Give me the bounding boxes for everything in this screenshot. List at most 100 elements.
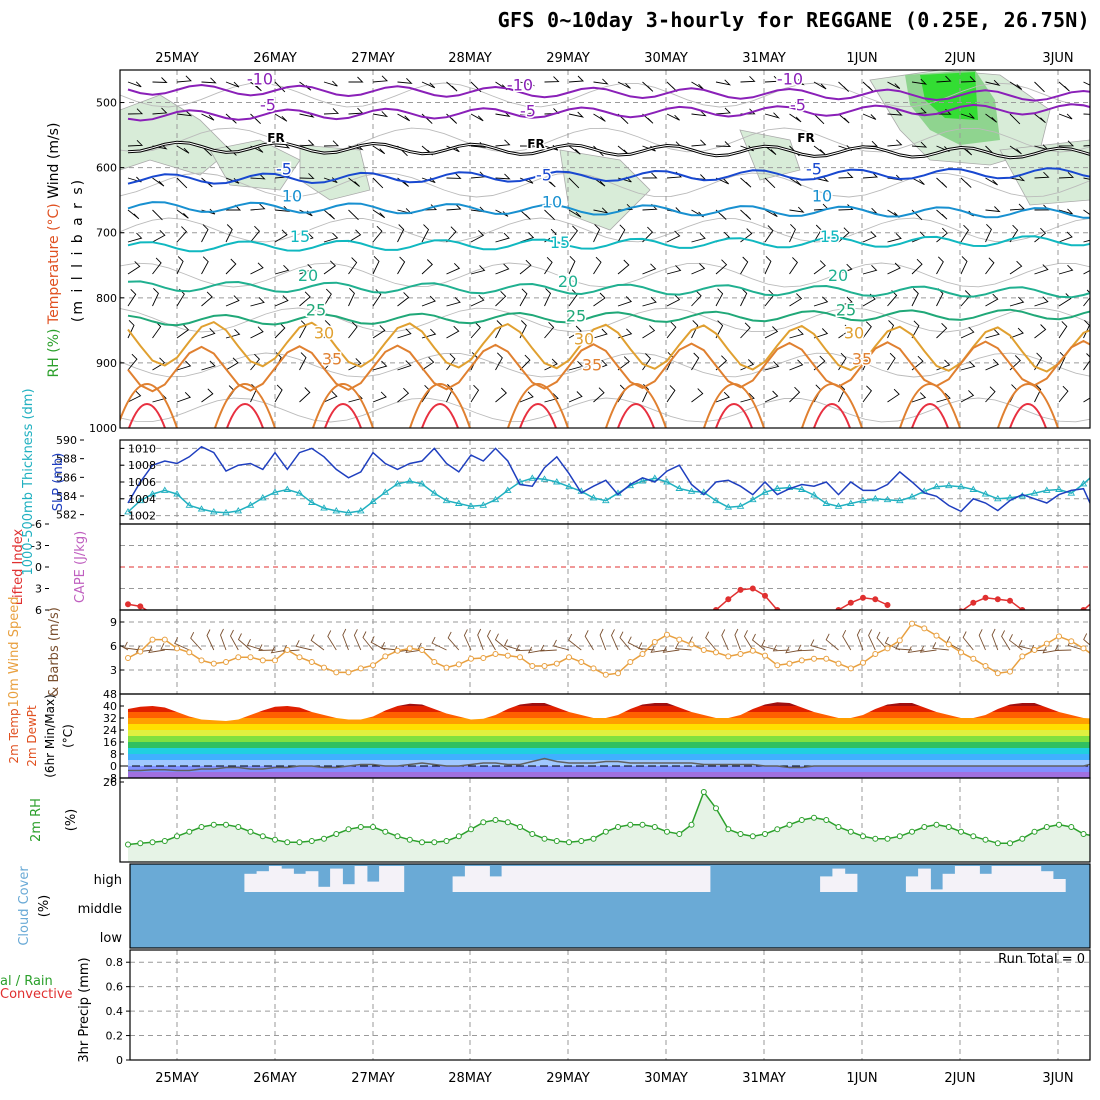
cloud-high-cell <box>464 866 478 892</box>
wind-barb <box>372 75 389 83</box>
isotherm-1 <box>127 83 1090 102</box>
rh2m-line-point <box>210 821 217 828</box>
cloud-high-cell <box>379 866 392 892</box>
wind10m-tick-label: 6 <box>110 640 117 653</box>
wind-barb <box>960 177 972 188</box>
wind10m-barb <box>160 642 178 651</box>
rh2m-line-point <box>541 835 548 842</box>
isotherm-4 <box>127 167 1090 185</box>
rh2m-line-point <box>443 838 450 844</box>
thickness-line-point <box>663 478 671 485</box>
thickness-line-point <box>467 502 475 509</box>
rh2m-line-point <box>578 838 585 844</box>
wind-barb <box>323 260 336 275</box>
wind-barb <box>495 139 511 147</box>
rh2m-line-point <box>357 824 364 830</box>
lifted-index-line <box>127 587 1090 610</box>
wind10m-barb <box>174 637 190 651</box>
wind-barb <box>152 107 168 115</box>
pressure-tick-label: 600 <box>96 162 117 175</box>
cloud-high-cell <box>1028 866 1042 892</box>
wind10m-line-point <box>1068 638 1075 645</box>
x-tick-label-bottom: 28MAY <box>448 1071 492 1086</box>
wind-barb <box>274 295 289 307</box>
pressure-tick-label: 800 <box>96 292 117 305</box>
wind-barb <box>691 263 706 275</box>
wind-barb <box>789 386 801 403</box>
cloud-high-cell <box>330 868 343 892</box>
rh2m-line-point <box>700 789 707 795</box>
isotherm-label: 25 <box>306 301 326 320</box>
wind-barb <box>568 111 585 118</box>
rh2m-line-point <box>186 828 193 835</box>
wind10m-line-point <box>125 655 131 661</box>
wind-barb <box>127 390 142 403</box>
wind-barb <box>397 360 412 371</box>
precip-tick-label: 0.4 <box>106 1005 124 1018</box>
thickness-line-point <box>602 496 610 504</box>
cloud-high-cell <box>967 866 980 892</box>
thickness-line-point <box>406 477 414 484</box>
precip-ylabel-1: Convective <box>0 987 73 1002</box>
wind-barb <box>666 385 676 403</box>
wind-barb <box>887 320 895 339</box>
wind-barb <box>225 224 233 243</box>
temp-band <box>128 766 1090 772</box>
wind10m-line-point <box>137 648 144 655</box>
wind-barb <box>764 361 780 371</box>
wind-barb <box>176 209 189 219</box>
wind10m-barb <box>884 636 900 651</box>
cloud-tick-label: middle <box>78 902 122 917</box>
x-tick-label-bottom: 2JUN <box>944 1071 975 1086</box>
rh2m-tick-label: 26 <box>103 776 117 789</box>
isotherm-label: 25 <box>836 301 856 320</box>
thickness-line-point <box>638 477 647 484</box>
rh2m-line-point <box>664 828 670 835</box>
rh2m-line-point <box>529 831 536 837</box>
thickness-line-point <box>222 508 230 516</box>
thickness-line-point <box>969 485 978 492</box>
isotherm-5 <box>127 201 1090 219</box>
wind10m-line-point <box>419 647 425 653</box>
thickness-line-point <box>344 508 353 516</box>
wind-barb <box>1058 171 1075 179</box>
isotherm-surface-hot <box>519 403 557 428</box>
wind-barb <box>544 321 555 339</box>
wind-barb <box>715 107 732 115</box>
thickness-line-point <box>589 494 598 501</box>
wind10m-line-point <box>235 654 242 661</box>
thickness-line-point <box>234 507 243 514</box>
wind-barb <box>372 111 389 118</box>
wind10m-barb <box>370 636 386 651</box>
wind10m-line-point <box>308 659 315 665</box>
wind-barb <box>593 78 609 85</box>
wind10m-line-point <box>590 665 597 672</box>
wind-barb <box>813 296 829 307</box>
wind-barb <box>985 293 999 307</box>
thickness-line-point <box>1055 485 1063 492</box>
wind-barb <box>960 224 970 243</box>
thickness-line-point <box>883 495 892 503</box>
wind-barb <box>250 203 266 211</box>
precip-tick-label: 0.8 <box>106 956 124 969</box>
thickness-line-point <box>810 491 818 498</box>
rh2m-plot <box>125 778 1090 862</box>
wind10m-barb <box>705 631 717 651</box>
isotherm-surface <box>899 383 961 428</box>
temp-band <box>128 724 1090 730</box>
x-tick-label-top: 25MAY <box>155 51 199 66</box>
thickness-line-point <box>357 507 365 514</box>
precip-ylabel-2: 3hr Precip (mm) <box>77 957 92 1062</box>
wind-barb <box>397 292 410 307</box>
wind-barb <box>568 225 578 243</box>
cloud-high-cell <box>562 866 576 892</box>
thickness-line-point <box>295 489 304 496</box>
wind10m-barb <box>1042 646 1060 654</box>
lifted-index-line-point <box>762 592 768 599</box>
wind-barb <box>789 328 804 339</box>
wind-barb <box>1034 171 1050 179</box>
wind10m-barb <box>380 641 398 651</box>
wind-barb <box>201 291 213 307</box>
wind-barb <box>985 257 995 275</box>
